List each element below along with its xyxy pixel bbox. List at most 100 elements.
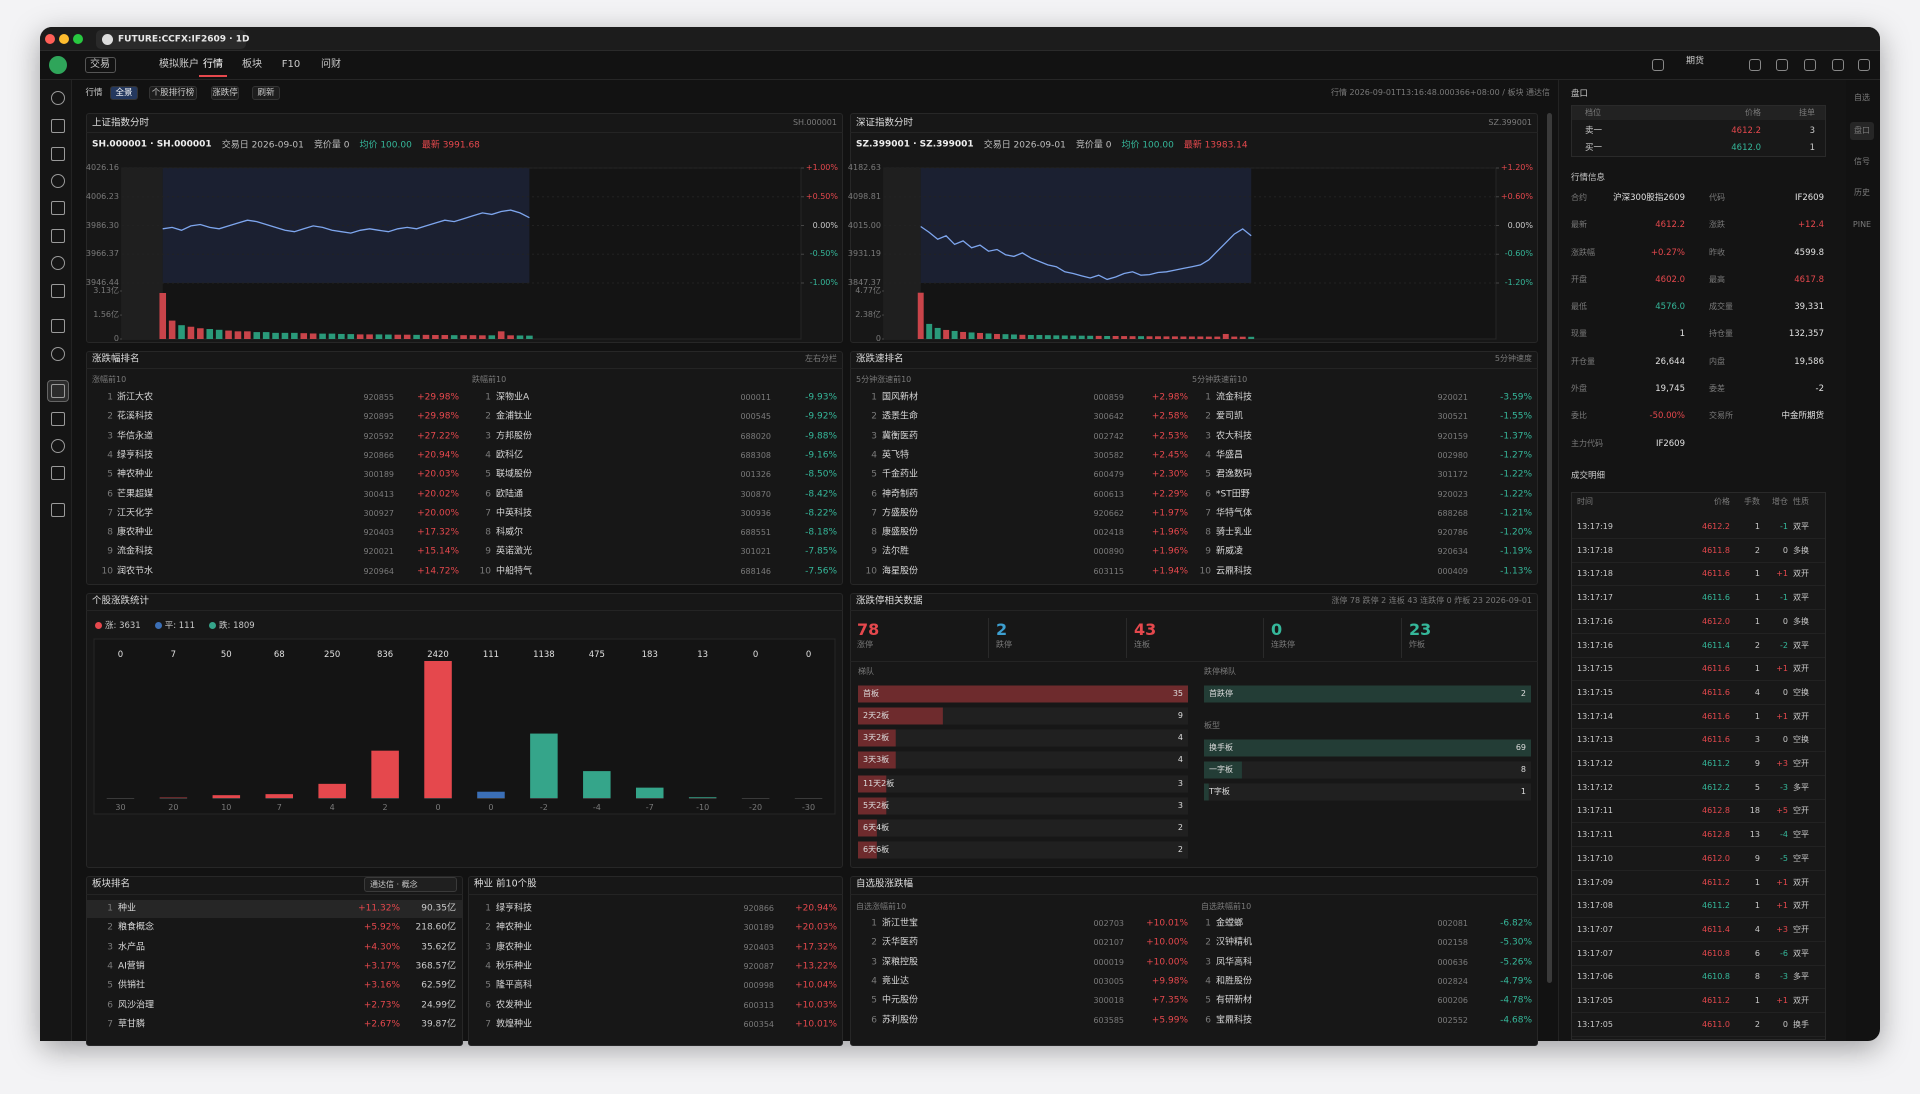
tool-icon[interactable]: [51, 384, 65, 398]
market-selector[interactable]: 期货: [1685, 56, 1705, 67]
quote-value: 19,586: [1794, 356, 1824, 367]
quote-value: -50.00%: [1649, 410, 1685, 421]
toolbar-icon[interactable]: [1804, 59, 1816, 71]
row-change: +17.32%: [795, 942, 837, 953]
column-title: 5分钟跌速前10: [1192, 375, 1248, 384]
row-divider: [1572, 988, 1825, 990]
browser-tab[interactable]: [96, 30, 246, 49]
toolbar-icon[interactable]: [1858, 59, 1870, 71]
x-tick-label: 2: [382, 803, 388, 812]
panel-title: 上证指数分时: [92, 117, 150, 129]
tool-icon[interactable]: [51, 466, 65, 480]
subtab[interactable]: 刷新: [257, 87, 275, 98]
trade-cell: 8: [1754, 972, 1760, 982]
trade-cell: 0: [1782, 735, 1788, 745]
column-title: 自选跌幅前10: [1201, 902, 1252, 911]
tool-icon[interactable]: [51, 119, 65, 133]
window-button[interactable]: [59, 34, 69, 44]
trade-cell: 空平: [1793, 830, 1809, 840]
stat-value: 0: [1271, 620, 1283, 639]
row-divider: [1572, 940, 1825, 942]
row-name: 千金药业: [882, 469, 919, 480]
tool-icon[interactable]: [51, 503, 65, 517]
nav-tab[interactable]: 行情: [203, 59, 223, 70]
toolbar-icon[interactable]: [1749, 59, 1761, 71]
panel: [850, 351, 1538, 585]
chart-info-item: 交易日 2026-09-01: [221, 140, 304, 151]
scrollbar[interactable]: [1547, 113, 1552, 983]
section-title: 行情信息: [1571, 172, 1606, 183]
tab-button[interactable]: [85, 57, 116, 73]
nav-tab[interactable]: F10: [281, 59, 301, 70]
nav-tab[interactable]: 模拟账户: [159, 59, 199, 70]
stat-divider: [1401, 618, 1402, 658]
row-value: 920021: [363, 547, 394, 557]
nav-tab[interactable]: 问财: [321, 59, 341, 70]
dropdown[interactable]: [364, 877, 457, 892]
subtab[interactable]: 涨跌停: [212, 87, 238, 98]
subtab-box[interactable]: [211, 86, 239, 100]
subtab[interactable]: 个股排行榜: [151, 87, 195, 98]
quote-value: 1: [1679, 328, 1685, 339]
side-tab[interactable]: PINE: [1852, 220, 1872, 229]
row-value: 600613: [1093, 489, 1124, 499]
row-change: -8.50%: [805, 469, 837, 480]
side-tab[interactable]: 信号: [1854, 157, 1870, 166]
trade-cell: 4611.6: [1702, 687, 1730, 697]
row-name: 康盛股份: [882, 527, 919, 538]
tool-icon[interactable]: [51, 174, 65, 188]
trade-cell: 1: [1754, 996, 1760, 1005]
x-tick-label: 30: [115, 803, 126, 812]
subtab[interactable]: 全景: [115, 87, 133, 98]
side-tab[interactable]: 盘口: [1854, 126, 1870, 135]
toolbar-icon[interactable]: [1776, 59, 1788, 71]
nav-tab[interactable]: 交易: [90, 59, 110, 70]
quote-value: 4599.8: [1794, 247, 1824, 258]
row-rank: 8: [107, 527, 113, 538]
y-tick-label: 3931.19: [847, 249, 881, 259]
side-tab[interactable]: 历史: [1854, 188, 1870, 197]
window-button[interactable]: [73, 34, 83, 44]
tool-icon[interactable]: [51, 201, 65, 215]
bar-label: 2天2板: [863, 711, 890, 720]
window-button[interactable]: [45, 34, 55, 44]
row-value: 003005: [1093, 976, 1124, 986]
panel-divider: [850, 368, 1538, 369]
quote-label: 开盘: [1571, 275, 1587, 284]
row-value: 920855: [363, 393, 394, 402]
tool-icon[interactable]: [51, 256, 65, 270]
tool-icon[interactable]: [51, 347, 65, 361]
tool-icon[interactable]: [51, 147, 65, 161]
row-change: +20.03%: [417, 469, 459, 480]
dropdown-label[interactable]: 通达信 · 概念: [370, 880, 418, 889]
toolbar-icon[interactable]: [1652, 59, 1664, 71]
y-tick-label: 3966.37: [85, 249, 119, 259]
trade-cell: 空开: [1793, 759, 1809, 768]
tool-icon[interactable]: [51, 439, 65, 453]
row-change: -1.22%: [1500, 489, 1532, 499]
subtab[interactable]: 行情: [85, 87, 103, 98]
toolbar-icon[interactable]: [1832, 59, 1844, 71]
subtab-box[interactable]: [110, 86, 138, 100]
nav-tab[interactable]: 板块: [242, 59, 262, 70]
row-rank: 4: [107, 450, 113, 461]
value-label: 2420: [427, 649, 449, 660]
row-rank: 1: [485, 392, 491, 403]
row-name: 中船特气: [496, 566, 533, 577]
tool-icon[interactable]: [51, 412, 65, 426]
tool-icon[interactable]: [51, 91, 65, 105]
tool-icon[interactable]: [51, 229, 65, 243]
row-value: 002824: [1437, 976, 1468, 986]
row-change: 24.99亿: [421, 1000, 456, 1010]
stat-label: 连跌停: [1271, 640, 1295, 649]
subtab-box[interactable]: [149, 86, 197, 100]
subtab-box[interactable]: [252, 86, 280, 100]
tool-icon[interactable]: [51, 319, 65, 333]
row-rank: 6: [107, 1000, 113, 1010]
row-value: 920866: [743, 904, 774, 913]
trade-cell: 多换: [1793, 545, 1809, 555]
tool-icon[interactable]: [51, 284, 65, 298]
y-tick-label: 3946.44: [85, 278, 119, 287]
row-rank: 2: [107, 922, 113, 933]
side-tab[interactable]: 自选: [1854, 93, 1870, 102]
